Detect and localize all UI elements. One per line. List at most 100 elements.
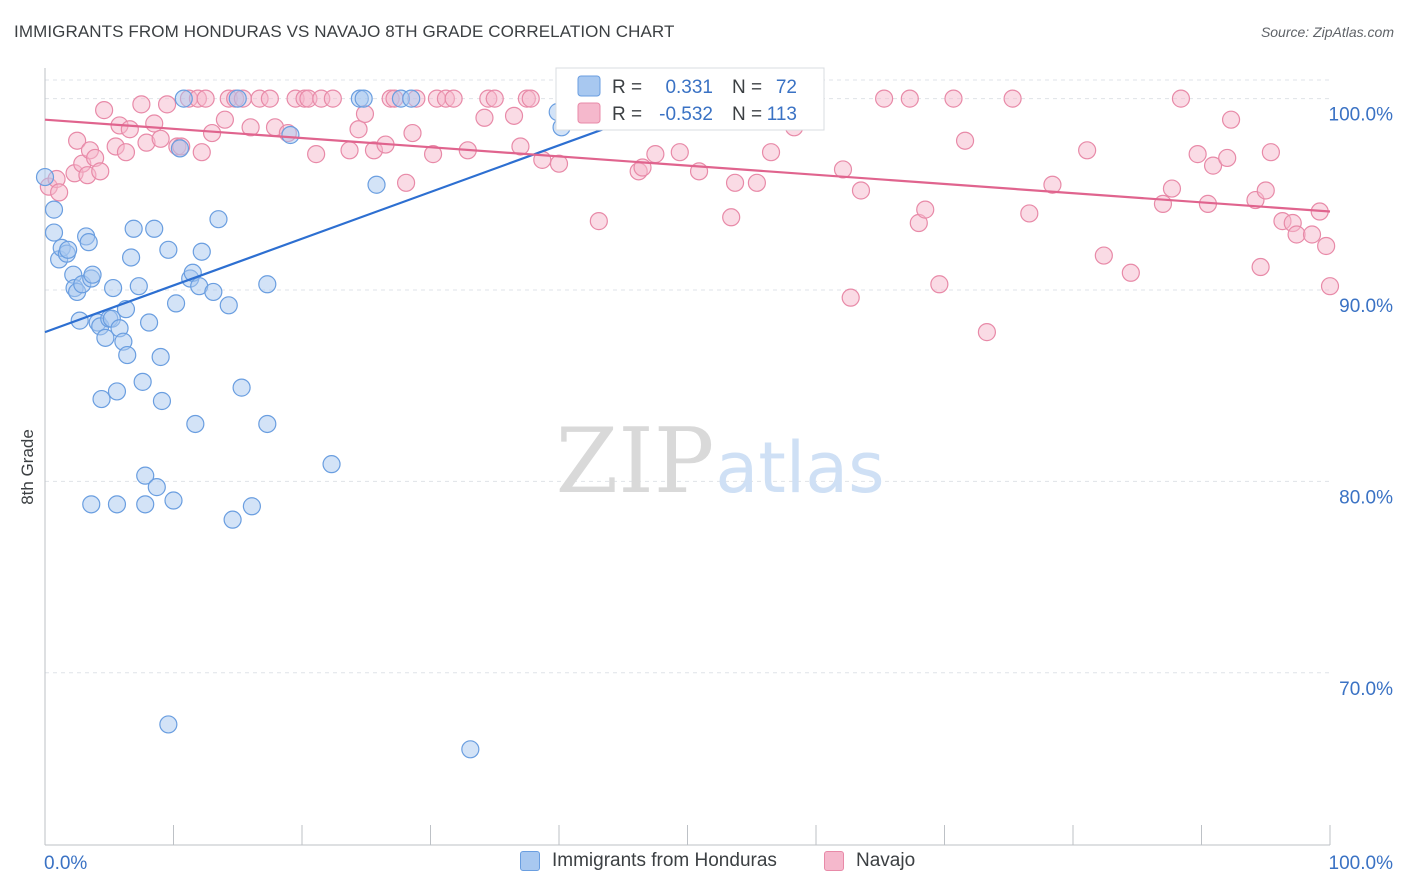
- navajo-point: [955, 131, 975, 150]
- navajo-point: [875, 89, 894, 108]
- navajo-point: [215, 110, 234, 129]
- honduras-point: [461, 740, 480, 759]
- navajo-point: [761, 143, 781, 162]
- y-tick-label: 90.0%: [1339, 296, 1393, 317]
- trend-line-navajo: [44, 118, 1331, 213]
- honduras-point: [258, 414, 277, 434]
- navajo-point: [977, 323, 997, 342]
- honduras-point: [107, 495, 127, 514]
- honduras-point: [82, 495, 101, 514]
- honduras-point: [367, 175, 386, 194]
- navajo-point: [196, 89, 215, 108]
- navajo-point: [1287, 225, 1306, 244]
- navajo-point: [1251, 257, 1270, 277]
- series-honduras: [35, 89, 571, 759]
- navajo-point: [403, 123, 422, 143]
- y-tick-label: 80.0%: [1339, 487, 1393, 508]
- trend-line-honduras: [44, 97, 688, 334]
- navajo-point: [1003, 89, 1022, 108]
- source-label: Source: ZipAtlas.com: [1260, 24, 1394, 40]
- honduras-point: [159, 240, 178, 259]
- honduras-point: [258, 275, 277, 294]
- navajo-point: [50, 183, 69, 202]
- honduras-point: [104, 278, 123, 298]
- honduras-point: [186, 414, 205, 434]
- honduras-point: [204, 282, 223, 302]
- navajo-point: [549, 154, 569, 173]
- navajo-point: [916, 200, 935, 219]
- navajo-point: [68, 131, 87, 150]
- navajo-point: [747, 173, 766, 192]
- honduras-point: [92, 389, 111, 409]
- navajo-point: [1020, 204, 1039, 223]
- honduras-point: [121, 248, 141, 267]
- navajo-point: [423, 145, 443, 164]
- y-tick-label: 100.0%: [1329, 105, 1394, 126]
- navajo-point: [521, 89, 540, 108]
- navajo-point: [1317, 236, 1336, 256]
- y-tick-labels: 100.0% 90.0% 80.0% 70.0%: [1329, 105, 1394, 700]
- honduras-point: [136, 466, 155, 485]
- y-axis-label: 8th Grade: [18, 429, 37, 505]
- honduras-point: [124, 219, 143, 238]
- legend-item-navajo[interactable]: Navajo: [824, 850, 915, 872]
- honduras-point: [133, 372, 152, 391]
- navajo-point: [192, 143, 211, 162]
- x-tick-labels: 0.0% 100.0%: [44, 853, 1393, 874]
- honduras-point: [159, 715, 178, 734]
- navajo-point: [1218, 148, 1237, 168]
- navajo-point: [1043, 175, 1062, 194]
- navajo-point: [670, 143, 689, 162]
- honduras-point: [223, 510, 242, 529]
- navajo-point: [1320, 277, 1340, 296]
- navajo-point: [833, 160, 853, 179]
- navajo-point: [722, 208, 741, 227]
- navajo-point: [504, 106, 524, 125]
- navajo-point: [589, 212, 608, 231]
- navajo-point: [485, 89, 504, 108]
- legend-n-value-2: 113: [767, 104, 797, 125]
- navajo-point: [1153, 194, 1173, 213]
- navajo-point: [120, 120, 139, 139]
- navajo-point: [241, 118, 260, 137]
- honduras-point: [79, 233, 98, 252]
- honduras-point: [118, 345, 137, 365]
- legend-r-label-2: R =: [612, 104, 642, 125]
- navajo-point: [157, 95, 177, 114]
- navajo-point: [1078, 141, 1097, 160]
- navajo-point: [646, 145, 665, 164]
- navajo-point: [900, 89, 919, 108]
- navajo-point: [1302, 225, 1322, 244]
- legend-r-value-1: 0.331: [665, 77, 713, 98]
- honduras-point: [44, 200, 64, 219]
- navajo-point: [323, 89, 342, 108]
- legend-label-honduras: Immigrants from Honduras: [552, 850, 777, 871]
- navajo-point: [355, 104, 375, 124]
- honduras-point: [107, 382, 127, 401]
- honduras-point: [44, 223, 64, 242]
- honduras-point: [59, 240, 78, 259]
- honduras-point: [170, 139, 190, 158]
- honduras-point: [354, 89, 373, 108]
- navajo-point: [1171, 89, 1191, 108]
- grid-lines: [45, 79, 1330, 674]
- navajo-point: [91, 162, 110, 181]
- navajo-point: [1162, 179, 1182, 198]
- x-tick-label-end: 100.0%: [1329, 853, 1394, 874]
- trend-lines: [44, 97, 1331, 334]
- navajo-point: [132, 95, 151, 114]
- legend-n-label-2: N =: [732, 104, 762, 125]
- y-tick-label: 70.0%: [1339, 679, 1393, 700]
- honduras-point: [83, 265, 102, 284]
- navajo-point: [340, 141, 359, 160]
- navajo-point: [511, 137, 530, 156]
- honduras-point: [232, 378, 251, 397]
- navajo-point: [145, 114, 164, 133]
- navajo-point: [444, 89, 463, 108]
- stats-legend: R = 0.331 N = 72 R = -0.532 N = 113: [555, 67, 825, 131]
- legend-swatch-blue: [577, 75, 601, 97]
- legend-swatch-honduras: [520, 851, 540, 871]
- navajo-point: [1094, 246, 1113, 265]
- legend-item-honduras[interactable]: Immigrants from Honduras: [520, 850, 777, 872]
